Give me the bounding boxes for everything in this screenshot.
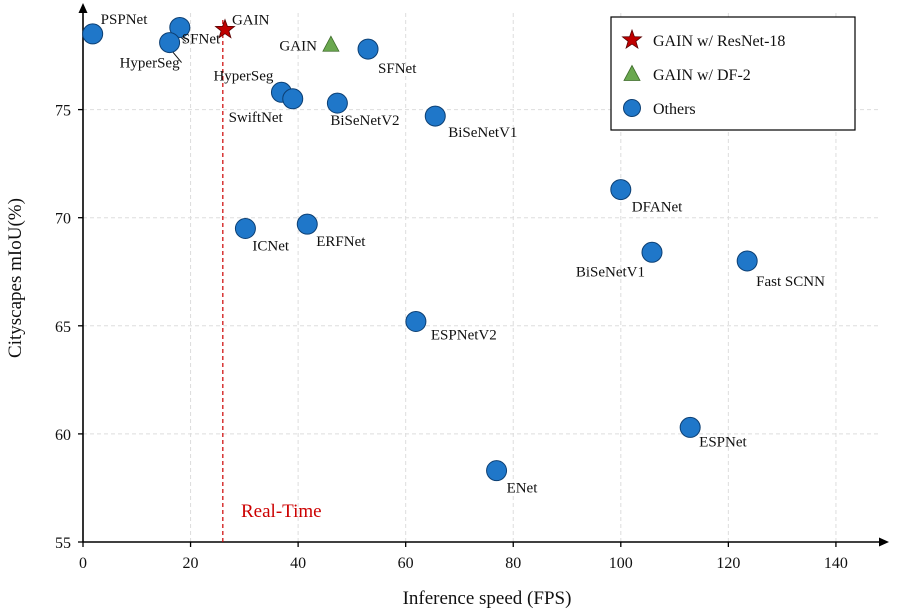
legend-triangle-marker xyxy=(623,64,641,81)
point-label: ICNet xyxy=(252,239,289,255)
point-label: BiSeNetV2 xyxy=(330,113,399,129)
x-tick-label: 40 xyxy=(290,555,306,572)
point-label: GAIN xyxy=(279,39,317,55)
data-point xyxy=(296,213,318,235)
legend: GAIN w/ ResNet-18 GAIN w/ DF-2 Others xyxy=(610,16,856,131)
data-point xyxy=(486,460,508,482)
data-point xyxy=(357,38,379,60)
data-point xyxy=(641,241,663,263)
legend-label: GAIN w/ DF-2 xyxy=(653,67,751,84)
y-tick-label: 70 xyxy=(55,211,71,228)
x-tick-label: 0 xyxy=(79,555,87,572)
y-tick-label: 65 xyxy=(55,319,71,336)
x-axis-arrow xyxy=(879,537,889,547)
data-points xyxy=(82,16,758,482)
y-tick-label: 60 xyxy=(55,427,71,444)
realtime-label: Real-Time xyxy=(241,501,322,522)
data-point xyxy=(679,416,701,438)
legend-label: Others xyxy=(653,101,696,118)
x-axis-title: Inference speed (FPS) xyxy=(403,588,572,609)
point-label: SFNet xyxy=(182,31,221,47)
legend-frame xyxy=(610,16,856,131)
point-label: Fast SCNN xyxy=(756,274,825,290)
point-label: BiSeNetV1 xyxy=(576,264,645,280)
point-label: HyperSeg xyxy=(120,56,180,72)
point-label: PSPNet xyxy=(101,12,149,28)
legend-label: GAIN w/ ResNet-18 xyxy=(653,33,785,50)
data-point xyxy=(424,105,446,127)
data-point xyxy=(82,23,104,45)
y-axis-title: Cityscapes mIoU(%) xyxy=(5,198,26,358)
data-point xyxy=(326,92,348,114)
point-label: GAIN xyxy=(232,13,270,29)
label-leader-line xyxy=(171,50,182,63)
point-label: BiSeNetV1 xyxy=(448,125,517,141)
x-tick-label: 140 xyxy=(824,555,848,572)
axes xyxy=(78,3,889,547)
point-label: HyperSeg xyxy=(213,68,273,84)
legend-circle-marker xyxy=(623,99,641,117)
y-tick-label: 55 xyxy=(55,535,71,552)
y-axis-arrow xyxy=(78,3,88,13)
data-point xyxy=(169,16,191,38)
y-tick-label: 75 xyxy=(55,103,71,120)
x-tick-label: 20 xyxy=(183,555,199,572)
data-point xyxy=(234,218,256,240)
point-label: ERFNet xyxy=(316,234,366,250)
x-tick-label: 60 xyxy=(398,555,414,572)
triangle-data-point xyxy=(322,35,340,52)
point-label: ESPNetV2 xyxy=(431,327,497,343)
data-point xyxy=(405,310,427,332)
data-point xyxy=(610,179,632,201)
point-label: SFNet xyxy=(378,61,417,77)
star-data-point xyxy=(214,18,236,39)
point-label: SwiftNet xyxy=(229,110,284,126)
legend-star-marker xyxy=(621,28,643,50)
point-label: ENet xyxy=(507,481,539,497)
data-point xyxy=(736,250,758,272)
point-label: ESPNet xyxy=(699,434,747,450)
axis-ticks: 0 20 40 60 80 100 120 140 55 60 65 70 75 xyxy=(55,103,848,572)
x-tick-label: 120 xyxy=(716,555,740,572)
x-tick-label: 80 xyxy=(505,555,521,572)
data-point xyxy=(282,88,304,110)
point-label: DFANet xyxy=(632,200,683,216)
data-point xyxy=(159,32,181,54)
x-tick-label: 100 xyxy=(609,555,633,572)
